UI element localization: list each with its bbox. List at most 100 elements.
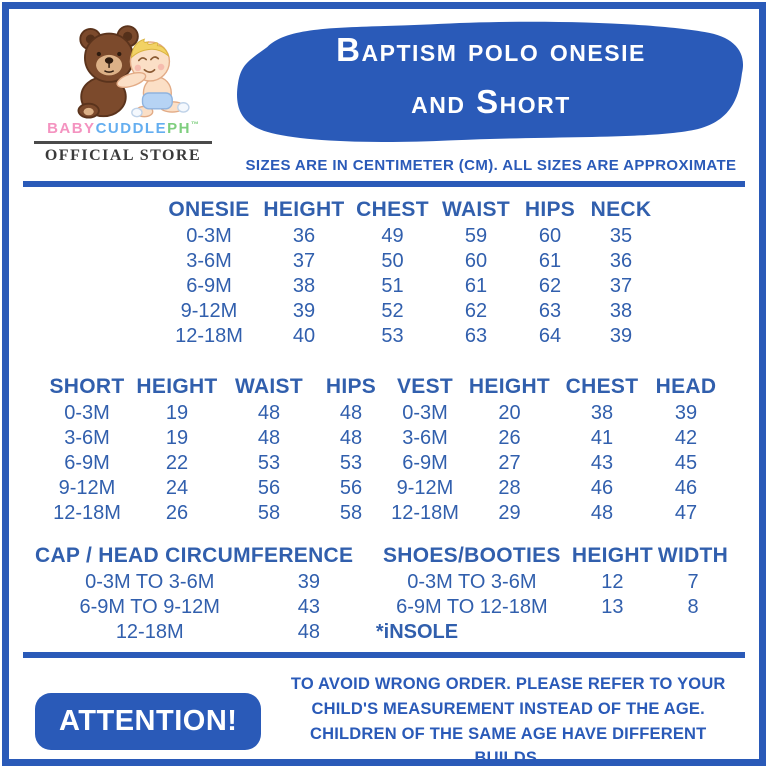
size-value: 64 <box>538 325 562 347</box>
size-range: 6-9M <box>186 275 232 297</box>
table-row: 3-6M 26 41 42 <box>388 426 725 451</box>
size-value: 39 <box>609 325 633 347</box>
size-value: 36 <box>609 250 633 272</box>
size-value: 36 <box>292 225 316 247</box>
size-value: 53 <box>339 452 363 474</box>
brand-name: BABYCUDDLEPH™ <box>47 120 199 137</box>
table-row: 6-9M 38 51 61 62 37 <box>159 274 658 299</box>
trademark-symbol: ™ <box>190 120 199 129</box>
size-value: 48 <box>590 502 614 524</box>
official-store-label: OFFICIAL STORE <box>44 146 202 164</box>
size-range: 6-9M <box>64 452 110 474</box>
size-value: 61 <box>464 275 488 297</box>
warning-line: CHILD'S MEASUREMENT INSTEAD OF THE AGE. <box>311 699 705 718</box>
warning-line: CHILDREN OF THE SAME AGE HAVE DIFFERENT … <box>309 724 707 766</box>
size-value: 59 <box>464 225 488 247</box>
size-range: 3-6M <box>402 427 448 449</box>
table-row: 12-18M 48 <box>35 620 353 645</box>
column-header: HIPS <box>524 198 576 221</box>
column-header: HEAD <box>655 375 717 398</box>
warning-text: TO AVOID WRONG ORDER. PLEASE REFER TO YO… <box>283 672 733 766</box>
brand-name-ph: PH <box>167 120 191 137</box>
column-header: HEIGHT <box>263 198 345 221</box>
table-row: 0-3M TO 3-6M 12 7 <box>372 570 733 595</box>
table-row: 6-9M TO 12-18M 13 8 <box>372 595 733 620</box>
table-row: 3-6M 37 50 60 61 36 <box>159 249 658 274</box>
size-value: 38 <box>590 402 614 424</box>
column-header: HEIGHT <box>136 375 218 398</box>
size-value: 38 <box>292 275 316 297</box>
size-value: 38 <box>609 300 633 322</box>
size-value: 20 <box>498 402 521 424</box>
insole-note: *iNSOLE <box>375 621 459 643</box>
size-value: 12 <box>601 571 624 593</box>
size-value: 13 <box>601 596 624 618</box>
size-value: 48 <box>339 427 363 449</box>
size-value: 53 <box>257 452 281 474</box>
column-header: SHORT <box>49 375 125 398</box>
size-range: 9-12M <box>180 300 238 322</box>
brand-logo-block: BABYCUDDLEPH™ OFFICIAL STORE <box>23 15 223 174</box>
size-value: 39 <box>297 571 321 593</box>
size-table-onesie: ONESIE HEIGHT CHEST WAIST HIPS NECK 0-3M… <box>159 196 658 349</box>
column-header: NECK <box>590 198 652 221</box>
size-value: 42 <box>674 427 698 449</box>
table-row: 0-3M 36 49 59 60 35 <box>159 224 658 249</box>
warning-line: TO AVOID WRONG ORDER. PLEASE REFER TO YO… <box>290 675 726 693</box>
table-header-row: ONESIE HEIGHT CHEST WAIST HIPS NECK <box>159 196 658 224</box>
page-title-line1: Baptism polo onesie <box>336 31 646 68</box>
table-header-row: CAP / HEAD CIRCUMFERENCE <box>35 542 353 570</box>
teddy-bear-baby-illustration <box>77 25 190 119</box>
size-value: 48 <box>257 427 281 449</box>
size-value: 46 <box>590 477 614 499</box>
bottom-divider <box>23 652 745 658</box>
size-value: 53 <box>381 325 404 347</box>
size-range: 0-3M <box>402 402 448 424</box>
cap-shoes-section: CAP / HEAD CIRCUMFERENCE 0-3M TO 3-6M 39… <box>9 542 759 645</box>
size-value: 8 <box>687 596 699 618</box>
table-row: 9-12M 28 46 46 <box>388 476 725 501</box>
size-range: 3-6M <box>186 250 232 272</box>
title-banner-column: Baptism polo onesie and Short SIZES ARE … <box>229 15 753 174</box>
attention-section: ATTENTION! TO AVOID WRONG ORDER. PLEASE … <box>9 672 759 766</box>
column-header: WAIST <box>235 375 303 398</box>
table-row: *iNSOLE <box>372 620 733 645</box>
size-value: 58 <box>339 502 363 524</box>
size-range: 0-3M TO 3-6M <box>85 571 215 593</box>
size-table-cap: CAP / HEAD CIRCUMFERENCE 0-3M TO 3-6M 39… <box>35 542 353 645</box>
size-value: 35 <box>609 225 633 247</box>
size-value: 49 <box>381 225 404 247</box>
column-header: VEST <box>396 375 454 398</box>
table-row: 9-12M 24 56 56 <box>43 476 387 501</box>
size-value: 62 <box>464 300 488 322</box>
table-row: 6-9M 22 53 53 <box>43 451 387 476</box>
size-value: 45 <box>674 452 698 474</box>
size-range: 0-3M TO 3-6M <box>407 571 537 593</box>
size-value: 39 <box>292 300 316 322</box>
size-value: 19 <box>165 402 189 424</box>
size-value: 58 <box>257 502 281 524</box>
column-header: ONESIE <box>168 198 250 221</box>
size-value: 48 <box>257 402 281 424</box>
top-divider <box>23 181 745 187</box>
table-header-row: SHOES/BOOTIES HEIGHT WIDTH <box>372 542 733 570</box>
column-header: CHEST <box>356 198 429 221</box>
size-value: 60 <box>538 225 562 247</box>
size-table-shoes: SHOES/BOOTIES HEIGHT WIDTH 0-3M TO 3-6M … <box>372 542 733 645</box>
table-row: 6-9M TO 9-12M 43 <box>35 595 353 620</box>
size-value: 43 <box>590 452 614 474</box>
size-value: 41 <box>590 427 614 449</box>
size-range: 0-3M <box>64 402 110 424</box>
size-value: 56 <box>257 477 281 499</box>
size-value: 27 <box>498 452 521 474</box>
size-value: 56 <box>339 477 363 499</box>
size-value: 43 <box>297 596 321 618</box>
table-row: 0-3M 19 48 48 <box>43 401 387 426</box>
sizes-note: SIZES ARE IN CENTIMETER (CM). ALL SIZES … <box>245 157 737 174</box>
size-range: 12-18M <box>115 621 184 643</box>
size-range: 0-3M <box>186 225 232 247</box>
short-vest-section: SHORT HEIGHT WAIST HIPS 0-3M 19 48 48 3-… <box>9 373 759 526</box>
size-value: 37 <box>292 250 316 272</box>
column-header: HEIGHT <box>468 375 551 398</box>
table-row: 9-12M 39 52 62 63 38 <box>159 299 658 324</box>
